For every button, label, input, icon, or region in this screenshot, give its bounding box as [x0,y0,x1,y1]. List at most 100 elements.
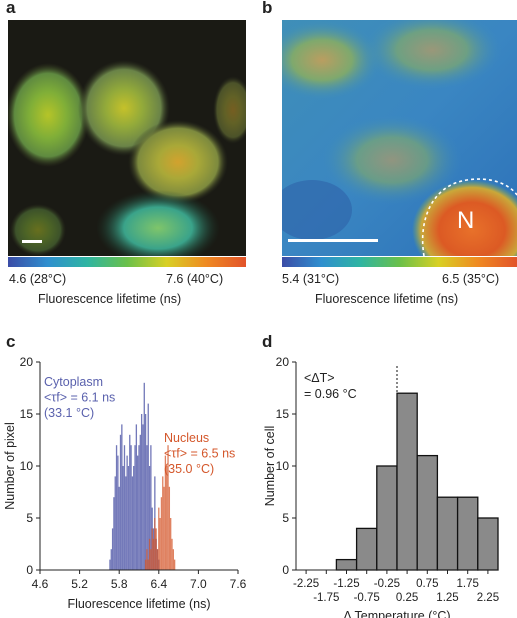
bar-cytoplasm-0 [109,559,111,570]
y-axis-label: Number of cell [263,426,277,507]
bar-cytoplasm-27 [144,414,147,570]
cell-bar-6 [416,454,439,571]
bar-nucleus-12 [160,497,163,570]
bar-nucleus-18 [168,486,171,570]
nucleus-annotation-line: <τf> = 6.5 ns [164,447,235,461]
x-tick-label-upper: -2.25 [293,578,319,590]
colorbar-b [282,257,517,267]
panel-letter-b: b [262,0,273,17]
y-axis-label: Number of pixel [3,422,17,510]
x-tick-label-lower: -0.75 [354,592,380,604]
y-tick-label: 5 [282,511,289,525]
x-tick-label-upper: -0.25 [374,578,400,590]
colorbar-a-min-label: 4.6 (28°C) [9,272,67,286]
bar-cytoplasm-14 [127,466,130,570]
nucleus-label: N [457,207,474,234]
bar-cytoplasm-15 [129,434,131,570]
bar-nucleus-9 [156,549,159,570]
bar-cytoplasm-4 [114,476,116,570]
bar-nucleus-3 [148,538,151,570]
x-tick-label-lower: -1.75 [313,592,339,604]
chart-c: 0 5 10 15 20 4.6 5.2 5.8 6.4 7.0 7.6 Fluorescence l… [3,355,247,611]
bar-nucleus-14 [163,486,165,570]
mean-annotation-line: = 0.96 °C [304,387,357,401]
colorbar-b-min-label: 5.4 (31°C) [282,272,340,286]
chart-d: 0 5 10 15 20 -2.25 -1.25 -0.25 0.75 1.75 -1.75 -0.7… [263,355,499,618]
bar-nucleus-6 [152,538,155,570]
bar-cytoplasm-5 [115,445,118,570]
bar-cytoplasm-18 [133,466,135,570]
x-tick-label-upper: 0.75 [416,578,438,590]
bar-cytoplasm-29 [147,403,149,570]
panel-letter-c: c [6,332,16,351]
colorbar-a [8,257,246,267]
bar-cytoplasm-24 [140,414,143,570]
cytoplasm-annotation-line: Cytoplasm [44,375,103,389]
bar-cytoplasm-7 [118,486,120,570]
micrograph-a [8,20,246,256]
bar-nucleus-19 [170,518,172,570]
colorbar-a-title: Fluorescence lifetime (ns) [38,292,182,306]
bar-nucleus-17 [167,445,169,570]
y-tick-label: 0 [26,563,33,577]
x-tick-label: 7.0 [190,577,207,591]
x-tick-label: 6.4 [150,577,167,591]
x-tick-label: 4.6 [32,577,49,591]
bar-cytoplasm-16 [130,445,132,570]
bar-nucleus-4 [150,549,152,570]
bar-cytoplasm-10 [122,466,124,570]
bar-cytoplasm-19 [134,445,136,570]
colorbar-b-title: Fluorescence lifetime (ns) [315,292,459,306]
nucleus-annotation-line: Nucleus [164,431,209,445]
bar-nucleus-10 [158,507,160,570]
bar-nucleus-1 [146,549,148,570]
x-tick-label-lower: 0.25 [396,592,418,604]
bar-nucleus-11 [159,518,161,570]
bar-cytoplasm-3 [113,497,115,570]
bar-nucleus-22 [173,559,176,570]
bar-nucleus-7 [154,518,156,570]
colorbar-b-max-label: 6.5 (35°C) [442,272,500,286]
bar-nucleus-0 [144,559,147,570]
cell-bar-3 [355,527,378,571]
bar-cytoplasm-2 [111,528,114,570]
x-tick-label: 7.6 [230,577,247,591]
bar-nucleus-16 [166,466,168,570]
mean-annotation-line: <ΔT> [304,371,335,385]
bar-nucleus-21 [172,549,174,570]
x-axis-label: Fluorescence lifetime (ns) [67,597,210,611]
bar-cytoplasm-22 [138,445,140,570]
bar-cytoplasm-12 [125,476,127,570]
bar-cytoplasm-21 [137,455,139,570]
y-tick-label: 20 [20,355,34,369]
cell-bar-2 [335,558,358,571]
bar-cytoplasm-28 [146,445,148,570]
bar-nucleus-15 [164,455,167,570]
y-tick-label: 10 [20,459,34,473]
colorbar-a-max-label: 7.6 (40°C) [166,272,224,286]
bar-cytoplasm-1 [110,549,112,570]
cytoplasm-annotation-line: (33.1 °C) [44,406,94,420]
cell-bar-5 [396,392,418,571]
cell-bar-4 [376,465,398,571]
cytoplasm-annotation-line: <τf> = 6.1 ns [44,391,115,405]
bar-cytoplasm-25 [142,424,144,570]
bar-cytoplasm-31 [150,445,152,570]
y-tick-label: 15 [20,407,34,421]
bar-cytoplasm-20 [135,424,138,570]
micrograph-b: N [282,20,517,256]
y-tick-label: 20 [276,355,290,369]
bar-cytoplasm-8 [119,434,122,570]
y-tick-label: 5 [26,511,33,525]
x-tick-label: 5.8 [111,577,128,591]
bar-cytoplasm-9 [121,424,123,570]
x-tick-label-lower: 1.25 [436,592,458,604]
bar-nucleus-13 [162,476,164,570]
bar-nucleus-2 [147,559,149,570]
bar-cytoplasm-26 [143,382,145,570]
x-tick-label-lower: 2.25 [477,592,499,604]
bar-cytoplasm-17 [131,476,134,570]
cell-bar-8 [456,496,479,571]
x-axis-label: Δ Temperature (°C) [343,609,450,618]
bar-nucleus-5 [151,528,153,570]
